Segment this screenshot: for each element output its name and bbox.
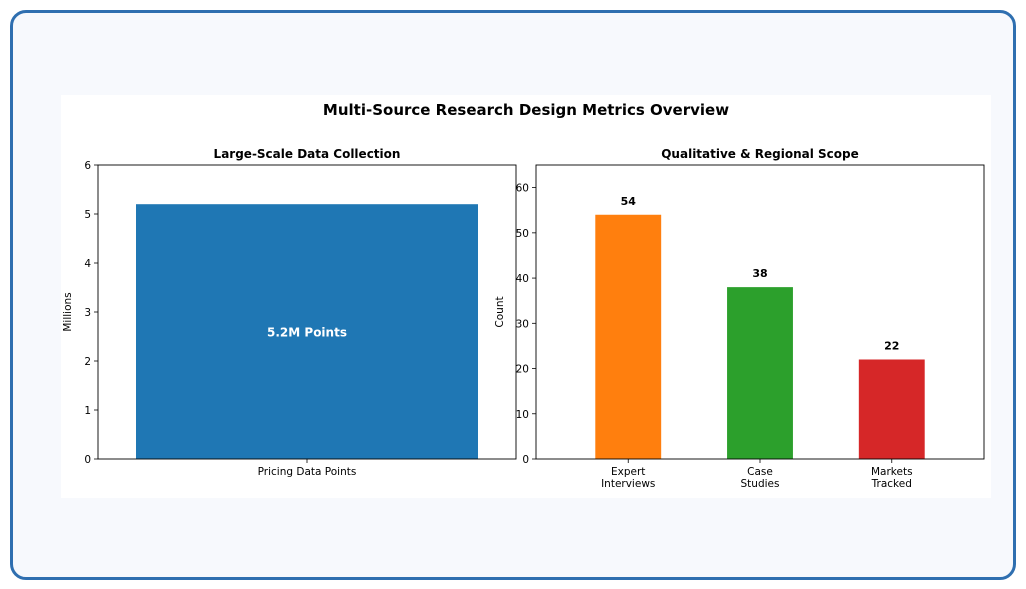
subplot-title-0: Large-Scale Data Collection (214, 147, 401, 161)
figure-canvas: Multi-Source Research Design Metrics Ove… (61, 95, 991, 498)
bar-1-1 (727, 287, 793, 459)
chart-large-scale-data-collection: Large-Scale Data Collection 5.2M Points Pr… (62, 147, 985, 490)
y-tick-label-1-4: 40 (516, 273, 529, 285)
figure-title: Multi-Source Research Design Metrics Ove… (322, 101, 730, 119)
bar-label-1-1: 38 (752, 267, 767, 280)
y-tick-label-0-4: 4 (84, 258, 91, 270)
y-axis-label-0: Millions (62, 292, 74, 331)
x-tick-label-1-1: Case Studies (741, 466, 780, 490)
y-axis-label-1: Count (494, 296, 506, 327)
y-tick-label-1-0: 0 (522, 454, 529, 466)
bar-label-0-0: 5.2M Points (267, 326, 347, 340)
axes-frame-1 (535, 164, 985, 460)
x-tick-label-1-0: Expert Interviews (601, 466, 655, 490)
bar-0-0 (136, 204, 478, 459)
y-tick-label-0-1: 1 (84, 405, 91, 417)
y-tick-label-1-1: 10 (516, 409, 529, 421)
y-tick-label-0-6: 6 (84, 160, 91, 172)
y-tick-label-1-5: 50 (516, 228, 529, 240)
x-tick-label-0-0: Pricing Data Points (258, 466, 357, 478)
y-tick-label-0-0: 0 (84, 454, 91, 466)
x-tick-label-1-2: Markets Tracked (871, 466, 913, 490)
bar-1-2 (858, 359, 925, 459)
bar-label-1-0: 54 (621, 195, 637, 208)
y-tick-label-1-3: 30 (516, 318, 529, 330)
bar-1-0 (595, 214, 662, 459)
y-tick-label-0-2: 2 (84, 356, 91, 368)
subplot-title-1: Qualitative & Regional Scope (661, 147, 859, 161)
y-tick-label-0-5: 5 (84, 209, 91, 221)
y-tick-label-1-6: 60 (516, 183, 529, 195)
y-tick-label-1-2: 20 (516, 364, 529, 376)
bar-label-1-2: 22 (884, 339, 899, 352)
y-tick-label-0-3: 3 (84, 307, 91, 319)
card-frame: Multi-Source Research Design Metrics Ove… (10, 10, 1016, 580)
